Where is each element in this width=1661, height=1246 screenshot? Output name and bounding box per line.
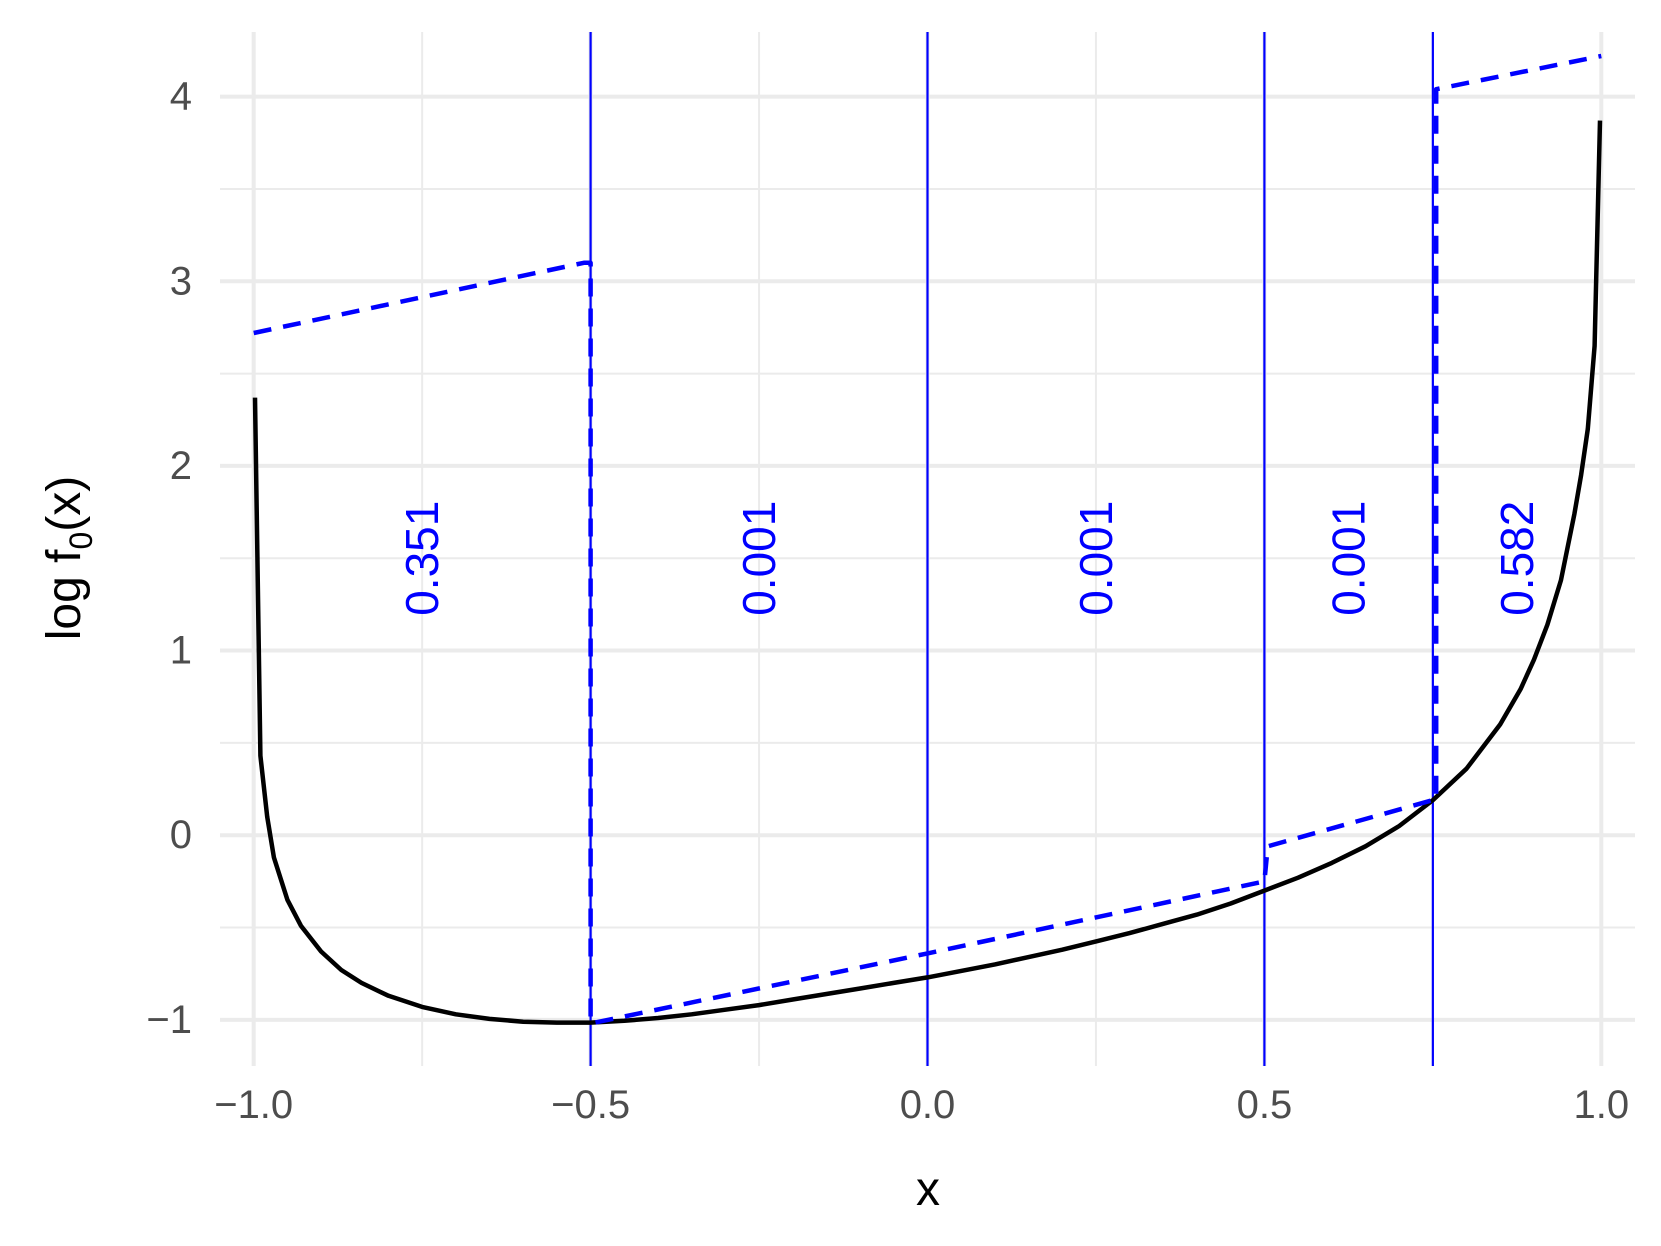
envelope-line — [253, 53, 1602, 1026]
region-label-0: 0.351 — [396, 501, 448, 616]
region-label-4: 0.582 — [1491, 501, 1543, 616]
series-layer — [252, 53, 1603, 1026]
region-label-2: 0.001 — [1070, 501, 1122, 616]
region-labels: 0.351 0.001 0.001 0.001 0.582 — [396, 501, 1543, 616]
y-axis-title-suffix: (x) — [38, 476, 91, 532]
y-tick-label-5: 4 — [170, 75, 192, 119]
x-tick-label-1: −0.5 — [551, 1083, 630, 1127]
x-tick-label-2: 0.0 — [900, 1083, 956, 1127]
density-curve — [252, 120, 1603, 1025]
y-axis-title: log f0(x) — [38, 476, 99, 641]
y-tick-label-0: −1 — [146, 998, 192, 1042]
y-axis-title-subscript: 0 — [63, 532, 99, 550]
region-label-3: 0.001 — [1323, 501, 1375, 616]
x-tick-label-0: −1.0 — [214, 1083, 293, 1127]
y-axis-title-prefix: log f — [38, 549, 91, 640]
y-tick-label-1: 0 — [170, 813, 192, 857]
y-tick-labels: −1 0 1 2 3 4 — [146, 75, 192, 1042]
y-tick-label-3: 2 — [170, 444, 192, 488]
y-tick-label-4: 3 — [170, 259, 192, 303]
y-tick-label-2: 1 — [170, 629, 192, 673]
x-tick-labels: −1.0 −0.5 0.0 0.5 1.0 — [214, 1083, 1629, 1127]
x-tick-label-3: 0.5 — [1237, 1083, 1293, 1127]
x-axis-title: x — [916, 1163, 940, 1216]
region-label-1: 0.001 — [733, 501, 785, 616]
x-tick-label-4: 1.0 — [1574, 1083, 1630, 1127]
